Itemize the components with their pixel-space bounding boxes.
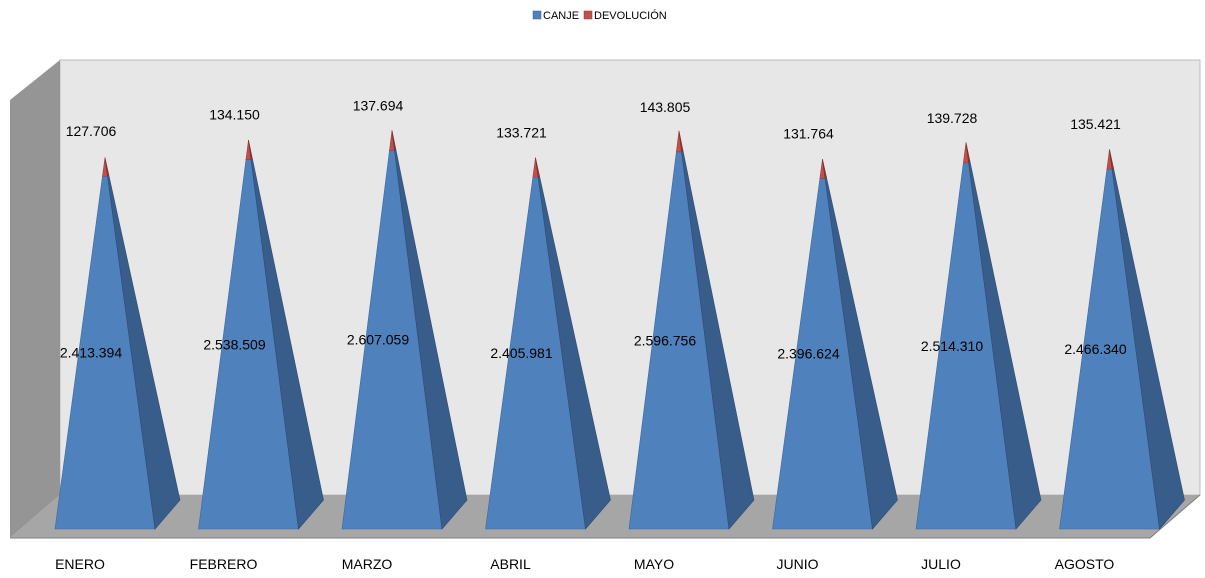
pyramid-enero <box>54 157 181 530</box>
bar-devolucion-side-enero <box>104 157 110 177</box>
data-label-canje-abril: 2.405.981 <box>490 345 552 361</box>
legend-label-devolucion: DEVOLUCIÓN <box>594 9 667 22</box>
data-label-devolucion-abril: 133.721 <box>496 124 547 140</box>
category-label-mayo: MAYO <box>634 556 674 572</box>
pyramid-junio <box>772 159 898 530</box>
pyramid-julio <box>915 142 1042 530</box>
data-label-devolucion-marzo: 137.694 <box>353 97 404 113</box>
data-label-canje-julio: 2.514.310 <box>921 338 983 354</box>
data-label-canje-marzo: 2.607.059 <box>347 332 409 348</box>
category-label-julio: JULIO <box>921 556 961 572</box>
bar-devolucion-side-febrero <box>248 139 253 161</box>
category-label-enero: ENERO <box>55 556 105 572</box>
data-label-devolucion-enero: 127.706 <box>66 123 117 139</box>
legend: CANJE DEVOLUCIÓN <box>532 9 667 22</box>
data-label-canje-junio: 2.396.624 <box>777 346 839 362</box>
data-label-devolucion-junio: 131.764 <box>783 125 834 141</box>
chart-side-wall <box>10 60 60 538</box>
bar-devolucion-side-junio <box>822 159 827 180</box>
data-label-devolucion-febrero: 134.150 <box>209 107 260 123</box>
bar-devolucion-side-abril <box>535 157 540 178</box>
category-label-junio: JUNIO <box>777 556 819 572</box>
data-label-devolucion-julio: 139.728 <box>927 110 978 126</box>
bar-devolucion-side-agosto <box>1109 149 1114 170</box>
data-label-devolucion-agosto: 135.421 <box>1070 116 1121 132</box>
category-label-marzo: MARZO <box>342 556 393 572</box>
legend-swatch-canje <box>532 10 542 20</box>
data-label-devolucion-mayo: 143.805 <box>640 99 691 115</box>
legend-item-devolucion: DEVOLUCIÓN <box>583 9 667 22</box>
category-label-agosto: AGOSTO <box>1055 556 1115 572</box>
category-label-febrero: FEBRERO <box>190 556 258 572</box>
legend-label-canje: CANJE <box>543 10 579 22</box>
pyramid-abril <box>485 157 611 530</box>
labels-layer: 2.413.394 127.706 ENERO 2.538.509 134.150 FEB… <box>55 97 1127 572</box>
bar-devolucion-side-mayo <box>678 130 684 153</box>
data-label-canje-mayo: 2.596.756 <box>634 332 696 348</box>
legend-swatch-devolucion <box>583 10 593 20</box>
pyramid-agosto <box>1059 149 1185 530</box>
data-label-canje-febrero: 2.538.509 <box>203 336 265 352</box>
pyramids-layer <box>54 130 1185 530</box>
data-label-canje-enero: 2.413.394 <box>60 345 122 361</box>
bar-devolucion-side-julio <box>965 142 971 164</box>
bar-devolucion-side-marzo <box>391 130 397 152</box>
data-label-canje-agosto: 2.466.340 <box>1064 341 1126 357</box>
category-label-abril: ABRIL <box>490 556 531 572</box>
legend-item-canje: CANJE <box>532 10 579 22</box>
pyramid-mayo <box>628 130 755 530</box>
chart-floor-edge <box>10 494 1201 539</box>
pyramid-marzo <box>341 130 468 530</box>
pyramid-febrero <box>198 139 324 530</box>
